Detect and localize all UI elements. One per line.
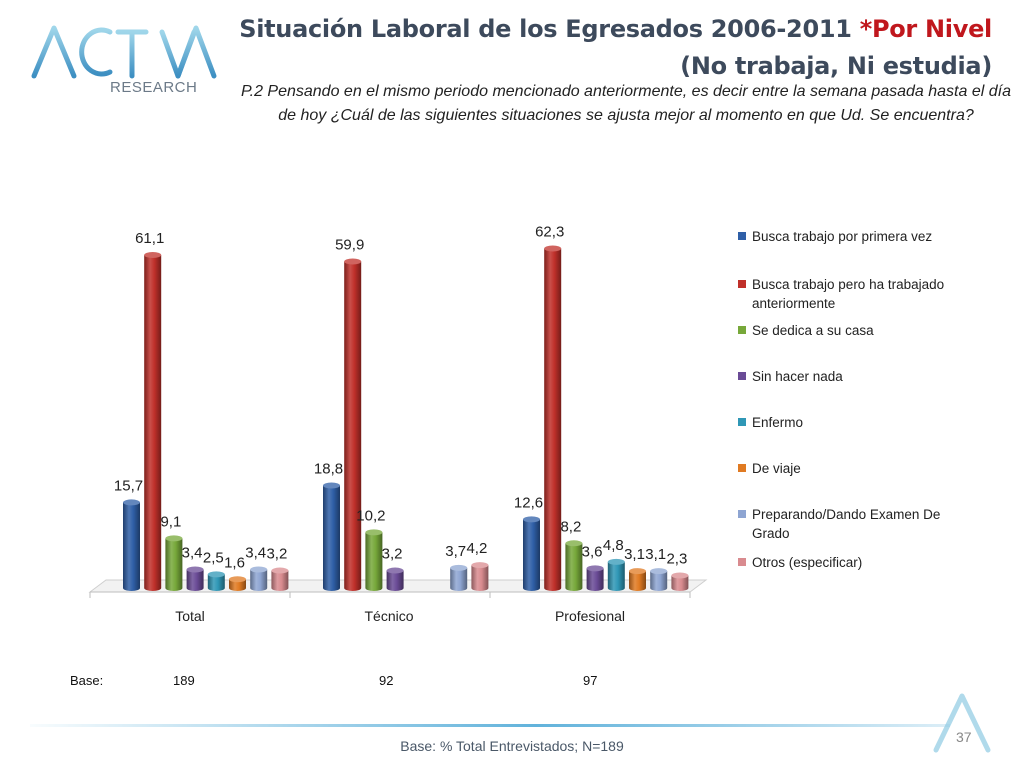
legend-swatch xyxy=(738,464,746,472)
bar xyxy=(250,566,268,591)
bar xyxy=(523,516,540,591)
bar xyxy=(671,572,689,591)
corner-logo xyxy=(933,693,991,753)
page-title: Situación Laboral de los Egresados 2006-… xyxy=(239,15,992,43)
legend-swatch xyxy=(738,280,746,288)
activa-research-logo: RESEARCH xyxy=(31,25,217,96)
page-subtitle: (No trabaja, Ni estudia) xyxy=(680,52,992,80)
category-label: Total xyxy=(175,608,205,624)
data-label: 2,3 xyxy=(666,550,687,567)
bar xyxy=(544,245,562,591)
bar xyxy=(165,535,183,591)
data-label: 3,7 xyxy=(445,543,466,560)
data-label: 15,7 xyxy=(114,477,143,494)
legend-swatch xyxy=(738,418,746,426)
data-label: 3,2 xyxy=(382,546,403,563)
bar xyxy=(229,576,246,591)
bar xyxy=(629,568,646,591)
legend-label: Otros (especificar) xyxy=(752,555,863,570)
data-label: 3,4 xyxy=(245,544,266,561)
legend-label: Se dedica a su casa xyxy=(752,323,874,338)
bar xyxy=(207,571,225,591)
base-label: Base: xyxy=(70,673,104,688)
chart-category-labels: Total Técnico Profesional xyxy=(175,608,625,624)
footer-divider xyxy=(30,724,950,727)
data-label: 3,2 xyxy=(266,546,287,563)
data-label: 3,6 xyxy=(582,543,603,560)
bar xyxy=(271,567,289,591)
bar xyxy=(323,482,340,591)
data-label: 4,8 xyxy=(603,537,624,554)
legend-label: Busca trabajo pero ha trabajado anterior… xyxy=(752,277,945,311)
bar xyxy=(650,568,668,591)
data-label: 10,2 xyxy=(356,507,385,524)
footer-note: Base: % Total Entrevistados; N=189 xyxy=(400,738,624,754)
base-value-total: 189 xyxy=(173,673,195,688)
bar xyxy=(386,567,404,591)
legend-swatch xyxy=(738,372,746,380)
survey-question: P.2 Pensando en el mismo periodo mencion… xyxy=(241,83,1011,124)
bar xyxy=(365,529,383,591)
data-label: 59,9 xyxy=(335,237,364,254)
data-label: 8,2 xyxy=(560,518,581,535)
bar xyxy=(123,499,140,591)
title-accent: *Por Nivel xyxy=(859,15,993,43)
legend-label: De viaje xyxy=(752,461,801,476)
legend-swatch xyxy=(738,510,746,518)
category-label: Técnico xyxy=(364,608,413,624)
title-plain: Situación Laboral de los Egresados 2006-… xyxy=(239,15,860,43)
base-value-profesional: 97 xyxy=(583,673,598,688)
bar xyxy=(450,564,468,591)
data-label: 18,8 xyxy=(314,461,343,478)
legend-label: Busca trabajo por primera vez xyxy=(752,229,933,244)
data-label: 12,6 xyxy=(514,494,543,511)
data-label: 3,4 xyxy=(182,544,203,561)
data-label: 62,3 xyxy=(535,223,564,240)
data-label: 61,1 xyxy=(135,230,164,247)
base-value-tecnico: 92 xyxy=(379,673,394,688)
legend-label: Sin hacer nada xyxy=(752,369,843,384)
chart-bars xyxy=(123,245,689,591)
legend-swatch xyxy=(738,232,746,240)
data-label: 2,5 xyxy=(203,549,224,566)
bar xyxy=(186,566,204,591)
data-label: 1,6 xyxy=(224,554,245,571)
bar xyxy=(565,540,583,591)
category-label: Profesional xyxy=(555,608,625,624)
bar xyxy=(586,565,604,591)
chart-data-labels: 15,761,19,13,4 2,5 1,63,4 3,218,859,910,23,… xyxy=(114,223,687,571)
data-label: 3,1 xyxy=(624,546,645,563)
bar xyxy=(471,562,489,591)
bar xyxy=(607,558,625,591)
data-label: 3,1 xyxy=(645,546,666,563)
bar xyxy=(144,252,162,591)
bar xyxy=(344,258,362,591)
legend-label: Enfermo xyxy=(752,415,804,430)
legend-swatch xyxy=(738,558,746,566)
page-number: 37 xyxy=(956,729,972,745)
data-label: 4,2 xyxy=(466,540,487,557)
legend-swatch xyxy=(738,326,746,334)
data-label: 9,1 xyxy=(160,513,181,530)
legend-label: Preparando/Dando Examen De Grado xyxy=(752,507,941,541)
logo-wordmark: RESEARCH xyxy=(110,79,197,96)
